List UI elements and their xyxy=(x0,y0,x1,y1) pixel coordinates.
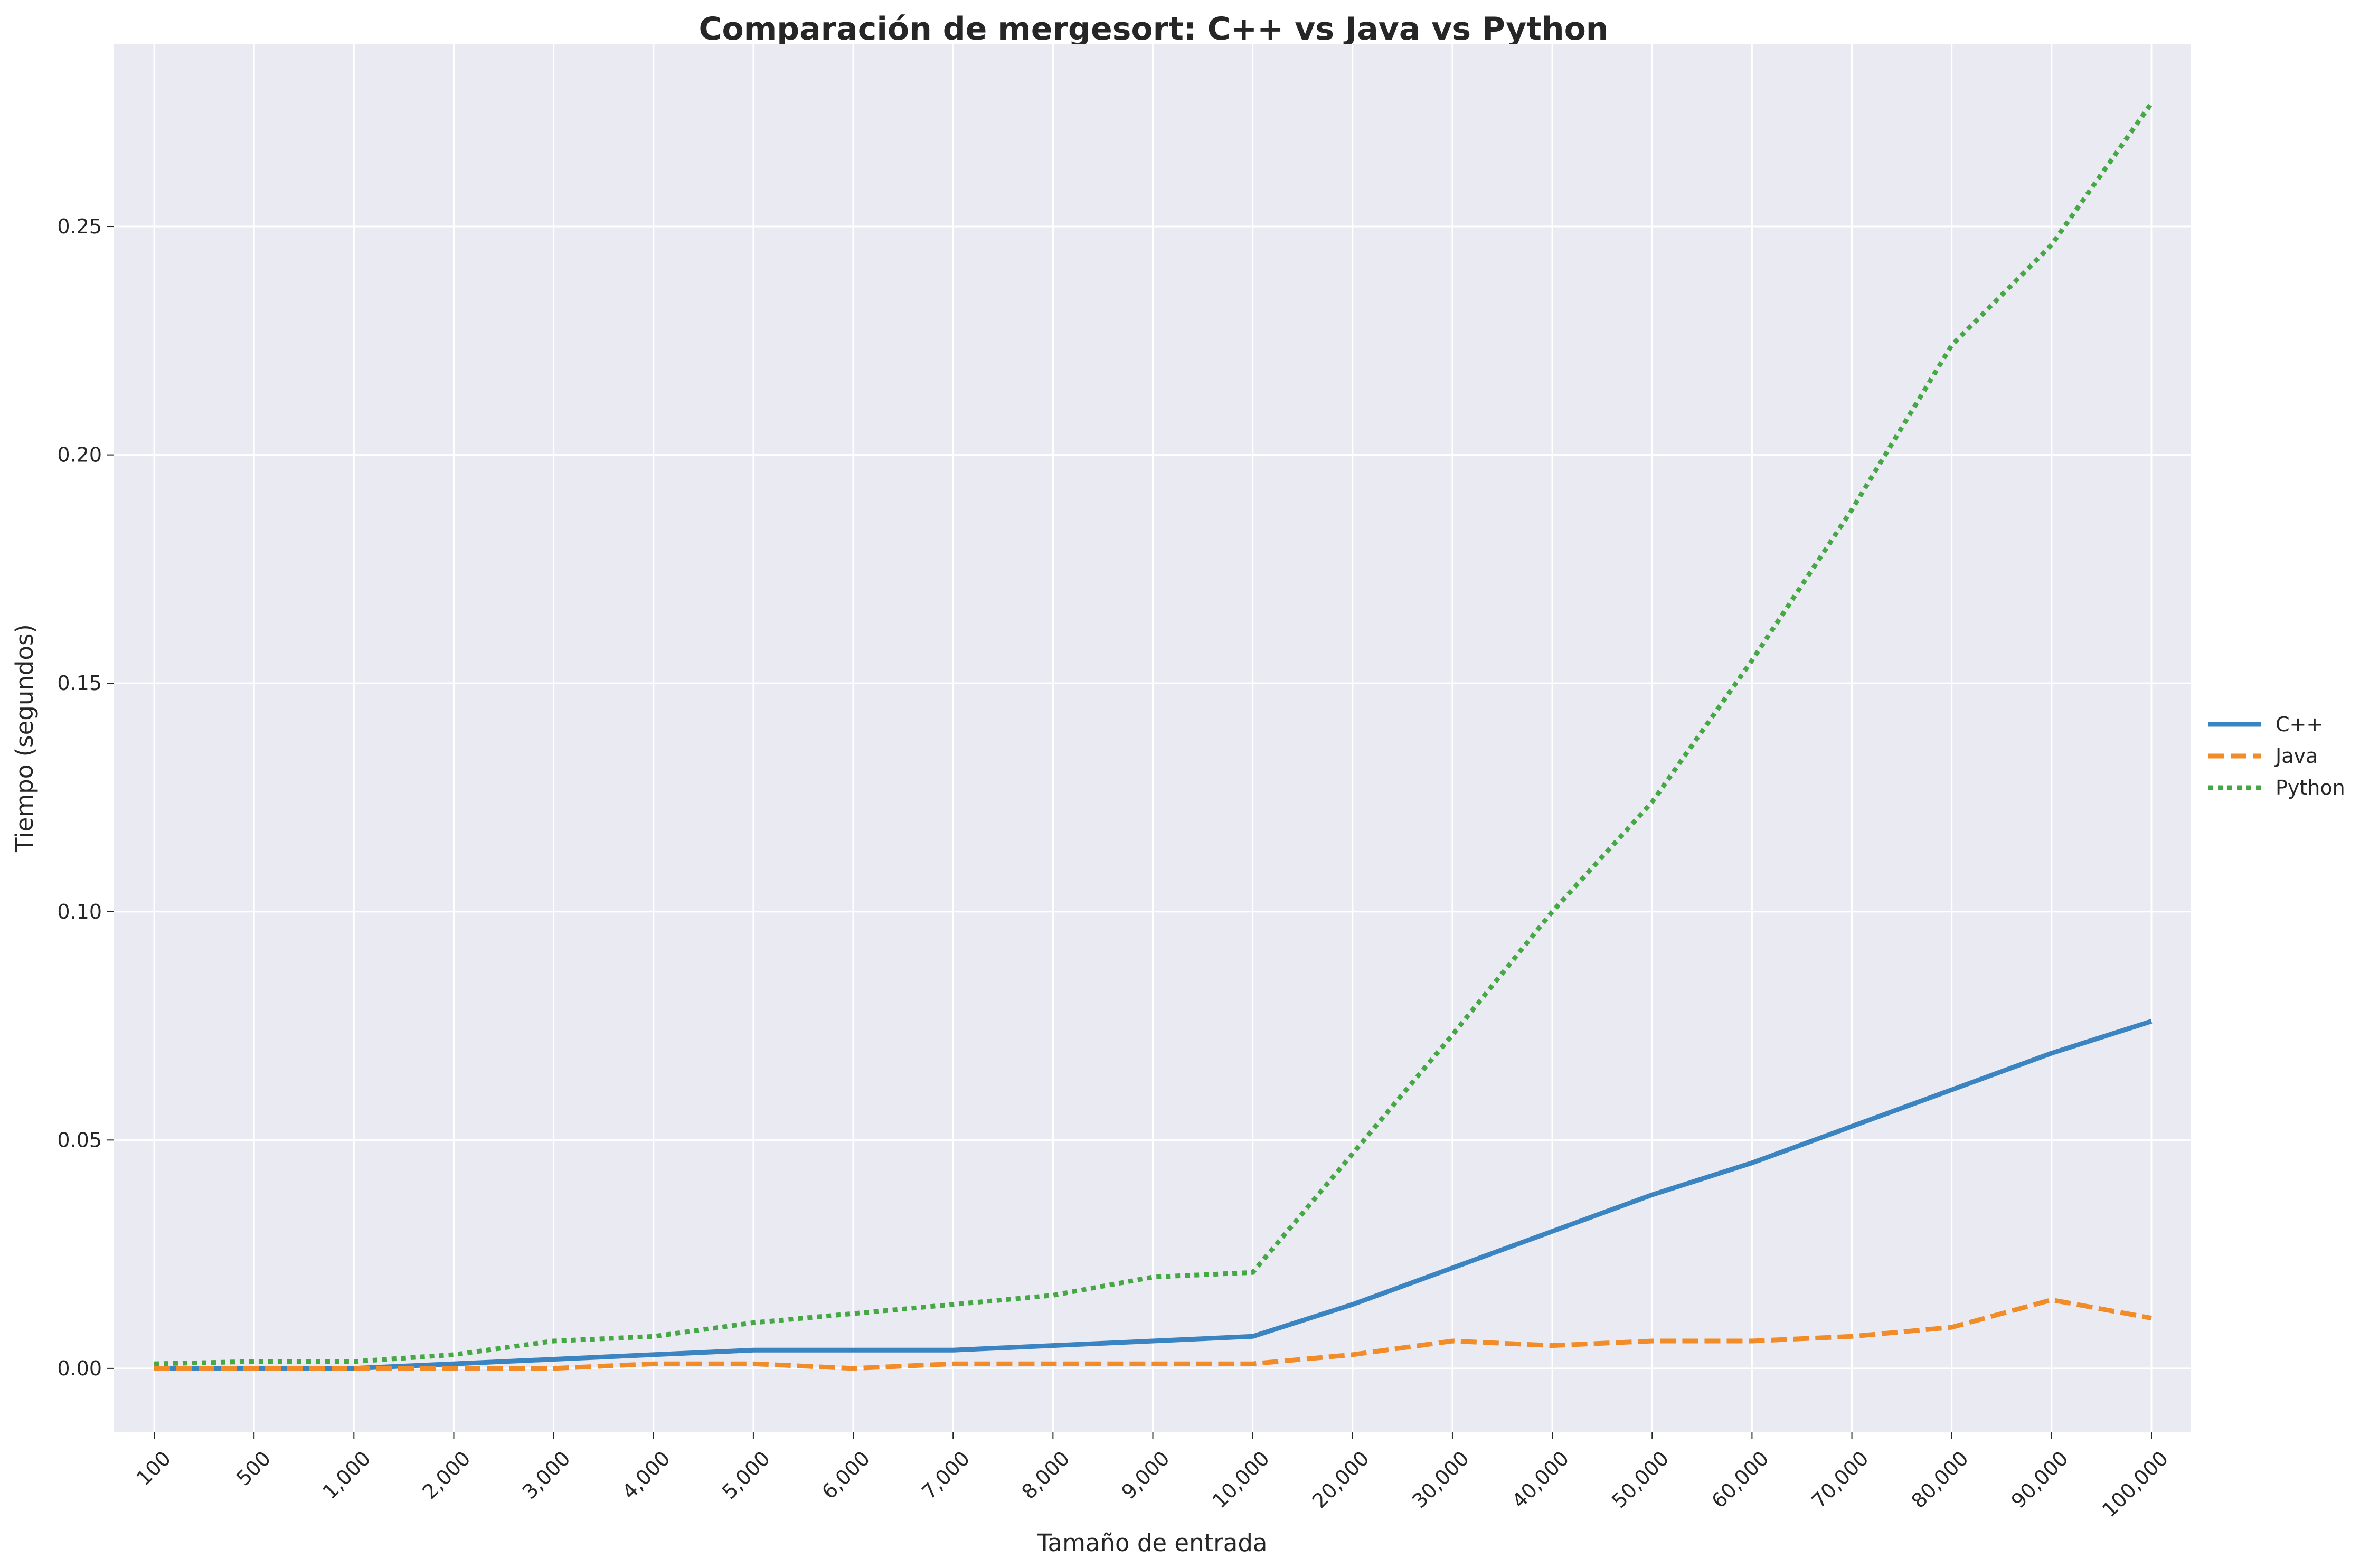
x-tick-label: 500 xyxy=(232,1447,275,1490)
x-tick-label: 2,000 xyxy=(418,1447,475,1504)
y-tick-label: 0.00 xyxy=(57,1357,102,1380)
x-tick-label: 100 xyxy=(132,1447,175,1490)
x-tick-label: 50,000 xyxy=(1607,1447,1673,1513)
legend-label-java: Java xyxy=(2274,744,2318,768)
x-axis-label: Tamaño de entrada xyxy=(1036,1529,1267,1557)
y-tick-label: 0.20 xyxy=(57,443,102,467)
chart-title: Comparación de mergesort: C++ vs Java vs… xyxy=(698,11,1608,48)
x-tick-label: 80,000 xyxy=(1907,1447,1973,1513)
x-tick-label: 6,000 xyxy=(817,1447,874,1504)
x-tick-label: 10,000 xyxy=(1208,1447,1274,1513)
x-tick-label: 20,000 xyxy=(1308,1447,1374,1513)
x-tick-label: 8,000 xyxy=(1017,1447,1074,1504)
x-tick-label: 3,000 xyxy=(518,1447,575,1504)
y-tick-label: 0.10 xyxy=(57,900,102,923)
x-tick-label: 30,000 xyxy=(1408,1447,1474,1513)
x-tick-label: 1,000 xyxy=(318,1447,375,1504)
x-axis-ticks: 100 500 1,000 2,000 3,000 4,000 5,000 6,000 7,00… xyxy=(132,1432,2173,1522)
y-tick-label: 0.05 xyxy=(57,1128,102,1151)
legend-label-c: C++ xyxy=(2276,713,2323,736)
series-layer xyxy=(154,101,2154,1371)
legend: C++ Java Python xyxy=(2208,713,2345,799)
grid xyxy=(114,44,2191,1432)
y-axis-label: Tiempo (segundos) xyxy=(11,624,39,853)
series-line-c xyxy=(154,1019,2153,1371)
x-tick-label: 9,000 xyxy=(1117,1447,1174,1504)
x-tick-label: 7,000 xyxy=(917,1447,974,1504)
x-tick-label: 70,000 xyxy=(1807,1447,1873,1513)
x-tick-label: 100,000 xyxy=(2098,1447,2173,1522)
y-tick-label: 0.25 xyxy=(57,215,102,238)
x-tick-label: 90,000 xyxy=(2007,1447,2073,1513)
series-line-java xyxy=(154,1297,2152,1371)
series-line-python xyxy=(154,101,2154,1366)
x-tick-label: 5,000 xyxy=(718,1447,775,1504)
x-tick-label: 40,000 xyxy=(1507,1447,1573,1513)
y-axis-ticks: 0.00 0.05 0.10 0.15 0.20 0.25 xyxy=(57,215,114,1380)
x-tick-label: 60,000 xyxy=(1707,1447,1773,1513)
y-tick-label: 0.15 xyxy=(57,672,102,695)
x-tick-label: 4,000 xyxy=(618,1447,675,1504)
legend-label-python: Python xyxy=(2276,776,2345,799)
